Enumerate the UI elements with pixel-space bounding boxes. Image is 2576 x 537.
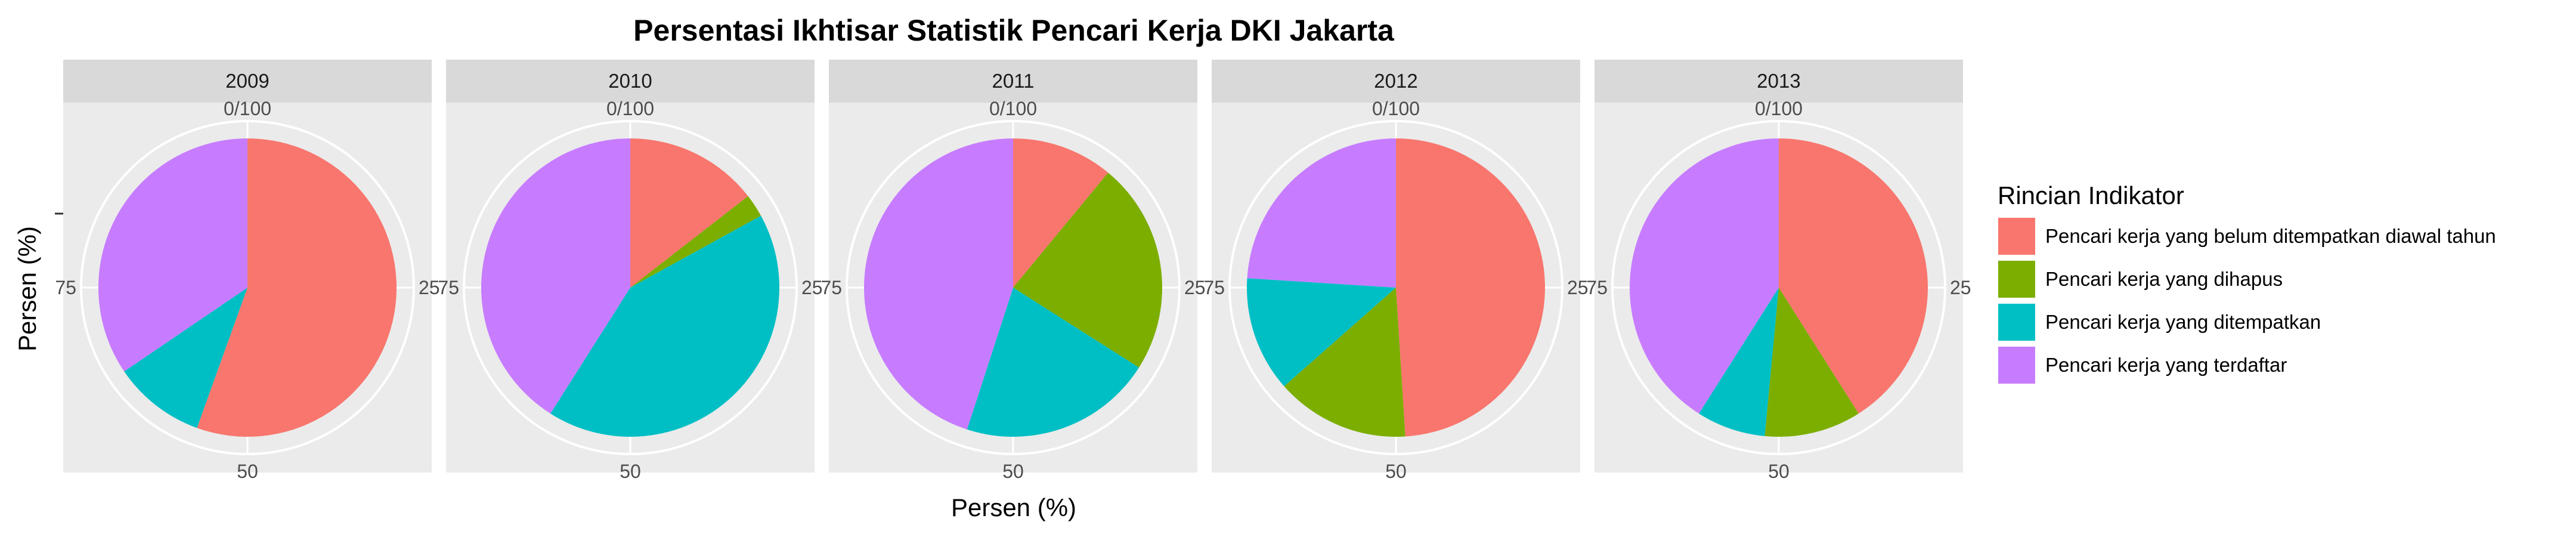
pie-slice-2012-2	[1284, 288, 1405, 437]
theta-tick-label: 50	[1385, 461, 1407, 482]
pie-slice-2013-1	[1779, 138, 1928, 414]
facet-strip-label: 2013	[1757, 70, 1800, 92]
pie-slice-2012-3	[1247, 278, 1396, 387]
facet-panel-2013: 2013 0/100 25 50 75	[1586, 60, 1971, 482]
theta-tick-label: 25	[1184, 277, 1206, 298]
legend: Rincian Indikator Pencari kerja yang belu…	[1997, 181, 2496, 385]
facet-strip	[829, 60, 1197, 103]
facet-strip-label: 2010	[608, 70, 652, 92]
theta-tick-label: 50	[237, 461, 258, 482]
pie-slice-2011-1	[1013, 138, 1109, 288]
theta-tick-label: 0/100	[989, 98, 1037, 119]
pie-slice-2011-2	[1013, 172, 1163, 368]
facet-strip-label: 2011	[992, 70, 1035, 92]
theta-tick-label: 75	[55, 277, 76, 298]
legend-label: Pencari kerja yang dihapus	[2045, 268, 2283, 290]
legend-key	[1997, 303, 2036, 342]
facet-strip	[446, 60, 815, 103]
facet-panels: 20090/10025507520100/10025507520110/1002…	[55, 60, 1971, 482]
theta-tick-label: 0/100	[224, 98, 271, 119]
facet-strip	[63, 60, 432, 103]
theta-tick-label: 25	[801, 277, 823, 298]
x-axis-title: Persen (%)	[951, 493, 1076, 521]
pie-slice-2013-4	[1630, 138, 1779, 414]
pie-slice-2011-4	[864, 138, 1013, 430]
facet-strip-label: 2009	[225, 70, 269, 92]
theta-tick-label: 50	[1002, 461, 1024, 482]
theta-tick-label: 75	[821, 277, 842, 298]
theta-tick-label: 25	[1567, 277, 1589, 298]
pie-slice-2009-1	[197, 138, 397, 437]
pie-slice-2009-4	[98, 138, 247, 372]
pie-slice-2010-2	[630, 196, 761, 288]
chart-title: Persentasi Ikhtisar Statistik Pencari Ke…	[633, 14, 1395, 47]
pie-slice-2009-3	[124, 288, 247, 428]
pie-slice-2012-4	[1247, 138, 1396, 288]
facet-panel-2011: 2011 0/100 25 50 75	[821, 60, 1206, 482]
pie-slice-2010-1	[630, 138, 748, 288]
legend-label: Pencari kerja yang belum ditempatkan dia…	[2045, 225, 2496, 247]
pie-slice-2012-1	[1396, 138, 1546, 437]
legend-key	[1997, 217, 2036, 256]
y-axis-title: Persen (%)	[13, 226, 41, 351]
theta-tick-label: 0/100	[606, 98, 654, 119]
theta-tick-label: 0/100	[1372, 98, 1420, 119]
pie-slice-2013-2	[1764, 288, 1859, 437]
theta-tick-label: 0/100	[1755, 98, 1803, 119]
facet-panel-2012: 2012 0/100 25 50 75	[1203, 60, 1589, 482]
legend-key	[1997, 260, 2036, 299]
pie-slice-2011-3	[967, 288, 1140, 437]
pie-slice-2010-4	[481, 138, 630, 414]
pie-slice-2013-3	[1699, 288, 1779, 436]
facet-panel-2009: 2009 0/100 25 50 75	[55, 60, 440, 482]
facet-strip	[1212, 60, 1580, 103]
legend-title: Rincian Indikator	[1998, 181, 2184, 209]
theta-tick-label: 50	[620, 461, 641, 482]
legend-key	[1997, 345, 2036, 385]
legend-label: Pencari kerja yang terdaftar	[2045, 354, 2287, 376]
pie-slice-2010-3	[550, 215, 779, 437]
theta-tick-label: 75	[438, 277, 459, 298]
facet-panel-2010: 2010 0/100 25 50 75	[438, 60, 823, 482]
theta-tick-label: 25	[419, 277, 440, 298]
theta-tick-label: 75	[1203, 277, 1225, 298]
legend-label: Pencari kerja yang ditempatkan	[2045, 311, 2321, 333]
facet-strip	[1594, 60, 1963, 103]
theta-tick-label: 75	[1586, 277, 1608, 298]
theta-tick-label: 50	[1768, 461, 1789, 482]
facet-strip-label: 2012	[1374, 70, 1417, 92]
theta-tick-label: 25	[1950, 277, 1971, 298]
